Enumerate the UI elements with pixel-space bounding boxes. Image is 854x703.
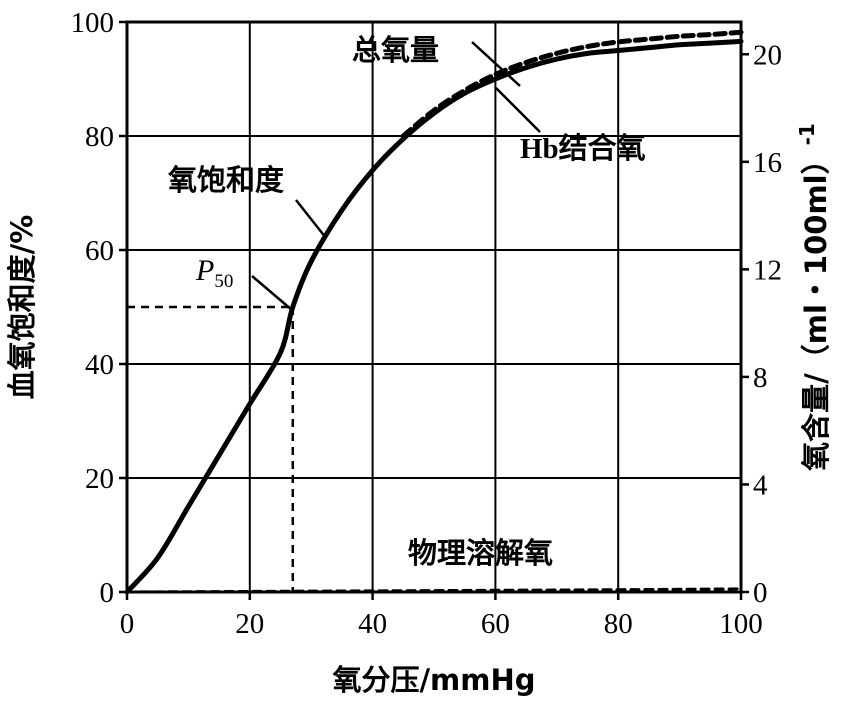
y2-tick-label: 8 — [753, 362, 768, 394]
y-tick-label: 0 — [100, 577, 115, 609]
annotations: 总氧量 Hb结合氧 氧饱和度 物理溶解氧 P50 — [167, 33, 646, 570]
annotation-dissolved-oxygen: 物理溶解氧 — [408, 536, 553, 570]
annotation-total-oxygen: 总氧量 — [352, 33, 439, 67]
y2-tick-label: 16 — [753, 147, 782, 179]
x-tick-label: 40 — [358, 608, 387, 640]
y2-tick-label: 12 — [753, 254, 782, 286]
p50-label: P50 — [195, 254, 233, 292]
y2-axis-title: 氧含量/（ml・100ml）-1 — [795, 123, 833, 472]
y-tick-label: 40 — [85, 349, 114, 381]
y-tick-label: 20 — [85, 463, 114, 495]
ticks — [119, 20, 749, 600]
x-tick-label: 60 — [481, 608, 510, 640]
series-line-2 — [400, 29, 744, 139]
p50-reference-lines — [127, 305, 295, 592]
y-axis-title: 血氧饱和度/% — [5, 215, 39, 400]
leader-hb-bound-oxygen — [495, 87, 541, 133]
p50-label-subscript: 50 — [214, 271, 233, 292]
y-tick-label: 80 — [85, 121, 114, 153]
x-tick-label: 20 — [235, 608, 264, 640]
leader-total-oxygen — [471, 41, 521, 87]
leader-saturation — [295, 199, 327, 239]
y2-axis-title-superscript: -1 — [795, 123, 819, 145]
y-tick-label: 60 — [85, 235, 114, 267]
plot-frame — [125, 20, 743, 594]
curves — [124, 29, 744, 595]
annotation-saturation: 氧饱和度 — [167, 163, 284, 197]
y-tick-label: 100 — [71, 7, 115, 39]
y2-tick-label: 0 — [753, 577, 768, 609]
annotation-hb-bound-oxygen: Hb结合氧 — [520, 132, 646, 165]
y2-tick-label: 4 — [753, 469, 768, 501]
series-line-1 — [125, 39, 743, 594]
x-tick-label: 80 — [604, 608, 633, 640]
x-axis-title: 氧分压/mmHg — [331, 663, 535, 697]
series-line-0 — [124, 38, 744, 595]
y2-axis-title-group: 氧含量/（ml・100ml）-1 — [795, 123, 833, 472]
leader-p50 — [251, 275, 293, 311]
p50-label-main: P — [195, 254, 214, 287]
y2-tick-label: 20 — [753, 39, 782, 71]
x-tick-label: 0 — [120, 608, 135, 640]
x-tick-label: 100 — [719, 608, 763, 640]
y2-axis-title-main: 氧含量/（ml・100ml） — [799, 145, 833, 471]
